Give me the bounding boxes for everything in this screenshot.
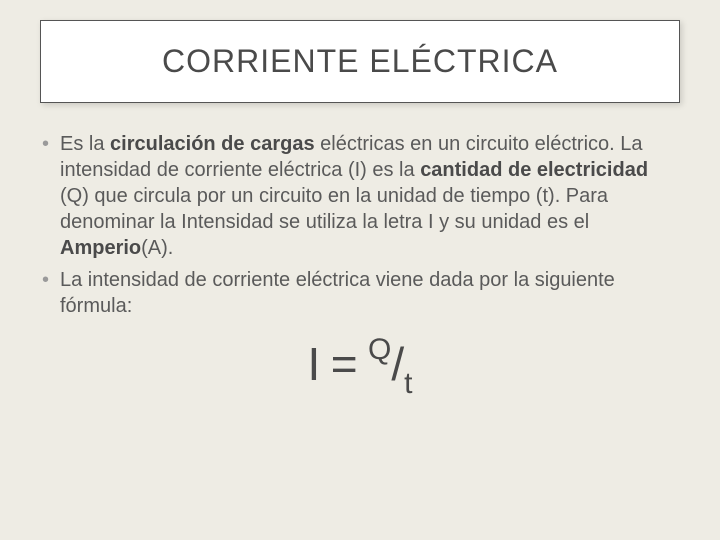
list-item: La intensidad de corriente eléctrica vie… — [38, 267, 682, 319]
text-run: (Q) que circula por un circuito en la un… — [60, 185, 608, 233]
bold-text: cantidad de electricidad — [420, 159, 648, 181]
formula: I = Q/t — [38, 337, 682, 391]
list-item: Es la circulación de cargas eléctricas e… — [38, 131, 682, 261]
bold-text: circulación de cargas — [110, 133, 315, 155]
text-run: La intensidad de corriente eléctrica vie… — [60, 269, 615, 317]
formula-denominator: t — [404, 367, 412, 400]
formula-numerator: Q — [368, 333, 391, 366]
slide: CORRIENTE ELÉCTRICA Es la circulación de… — [0, 0, 720, 540]
formula-lhs: I — [307, 338, 320, 390]
title-box: CORRIENTE ELÉCTRICA — [40, 20, 680, 103]
slide-content: Es la circulación de cargas eléctricas e… — [30, 131, 690, 391]
bullet-list: Es la circulación de cargas eléctricas e… — [38, 131, 682, 319]
text-run: (A). — [141, 237, 173, 259]
slide-title: CORRIENTE ELÉCTRICA — [51, 43, 669, 80]
text-run: Es la — [60, 133, 110, 155]
formula-slash: / — [391, 338, 404, 390]
bold-text: Amperio — [60, 237, 141, 259]
formula-equals: = — [331, 338, 358, 390]
